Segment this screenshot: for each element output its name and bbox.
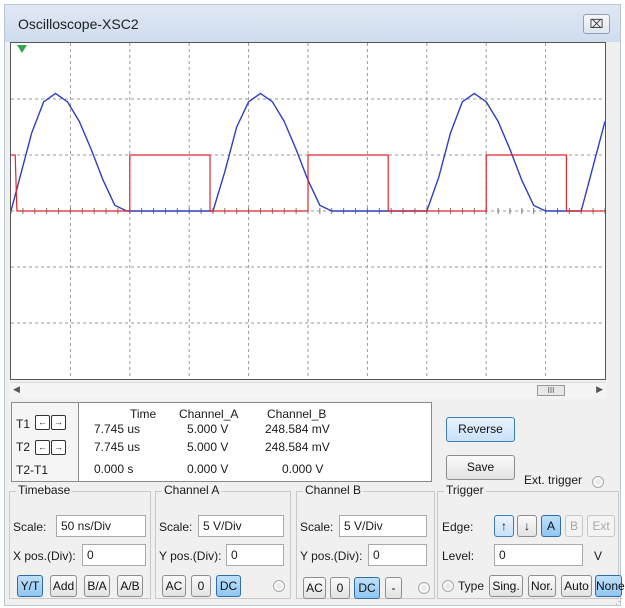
channel-b-zero-button[interactable]: 0: [330, 577, 350, 599]
timebase-scale-field[interactable]: 50 ns/Div: [56, 515, 146, 537]
time-header: Time: [130, 407, 157, 421]
channel-a-trace: [10, 92, 606, 212]
type-auto-button[interactable]: Auto: [561, 575, 592, 597]
falling-edge-button[interactable]: ↓: [517, 515, 537, 537]
channel-b-header: Channel_B: [267, 407, 327, 421]
channel-b-ypos-field[interactable]: 0: [368, 544, 427, 566]
title-bar: Oscilloscope-XSC2 ⌧: [5, 5, 620, 42]
t1-time: 7.745 us: [94, 422, 141, 436]
horizontal-scrollbar[interactable]: ◀ III ▶: [10, 382, 606, 398]
trigger-group: Trigger: [437, 483, 619, 599]
t2-label: T2: [16, 440, 31, 454]
mode-ba-button[interactable]: B/A: [84, 575, 110, 597]
t2-channel-a: 5.000 V: [187, 440, 229, 454]
rising-edge-button[interactable]: ↑: [494, 515, 514, 537]
channel-b-radio[interactable]: [418, 582, 430, 594]
type-none-button[interactable]: None: [595, 575, 625, 597]
channel-a-ac-button[interactable]: AC: [162, 575, 186, 597]
channel-b-scale-field[interactable]: 5 V/Div: [339, 515, 427, 537]
t1-left-button[interactable]: ←: [35, 415, 50, 430]
channel-b-title: Channel B: [303, 483, 364, 497]
cursor-labels: T1 ← → T2 ← → T2-T1: [12, 403, 79, 481]
oscilloscope-screen: [10, 42, 606, 380]
timebase-scale-label: Scale:: [13, 520, 47, 534]
save-button[interactable]: Save: [446, 455, 515, 480]
channel-a-dc-button[interactable]: DC: [216, 575, 241, 597]
channel-a-title: Channel A: [162, 483, 222, 497]
trigger-marker[interactable]: [17, 45, 27, 53]
window-title: Oscilloscope-XSC2: [18, 16, 139, 32]
channel-a-ypos-field[interactable]: 0: [226, 544, 284, 566]
channel-a-header: Channel_A: [179, 407, 239, 421]
mode-ab-button[interactable]: A/B: [117, 575, 143, 597]
channel-a-scale-field[interactable]: 5 V/Div: [198, 515, 284, 537]
trigger-type-radio[interactable]: [442, 580, 454, 592]
channel-b-ac-button[interactable]: AC: [303, 577, 326, 599]
t2-right-button[interactable]: →: [51, 440, 66, 455]
trigger-source-a-button[interactable]: A: [541, 515, 561, 537]
type-normal-button[interactable]: Nor.: [528, 575, 556, 597]
t2-channel-b: 248.584 mV: [265, 440, 330, 454]
t1-label: T1: [16, 417, 31, 431]
level-unit: V: [594, 549, 603, 563]
resize-grip[interactable]: ⋰: [615, 597, 623, 606]
channel-a-zero-button[interactable]: 0: [191, 575, 211, 597]
x-pos-label: X pos.(Div):: [13, 549, 76, 563]
scroll-right-arrow[interactable]: ▶: [596, 384, 603, 394]
t2-t1-label: T2-T1: [16, 463, 49, 477]
channel-a-scale-label: Scale:: [159, 520, 193, 534]
mode-add-button[interactable]: Add: [50, 575, 77, 597]
t2-t1-time: 0.000 s: [94, 462, 134, 476]
channel-b-dc-button[interactable]: DC: [354, 577, 380, 599]
channel-b-invert-button[interactable]: -: [385, 577, 402, 599]
ext-trigger-label: Ext. trigger: [524, 473, 583, 487]
waveform-display: [10, 43, 606, 379]
ext-trigger-radio[interactable]: [592, 476, 604, 488]
trigger-source-b-button[interactable]: B: [565, 515, 583, 537]
t1-channel-a: 5.000 V: [187, 422, 229, 436]
type-label: Type: [458, 579, 485, 593]
channel-b-group: Channel B: [296, 483, 435, 599]
edge-label: Edge:: [442, 520, 474, 534]
type-single-button[interactable]: Sing.: [489, 575, 523, 597]
close-button[interactable]: ⌧: [583, 14, 610, 34]
t1-channel-b: 248.584 mV: [265, 422, 330, 436]
waveform-traces: [10, 92, 606, 212]
channel-b-trace: [11, 154, 605, 212]
t2-t1-channel-b: 0.000 V: [282, 462, 324, 476]
scroll-thumb[interactable]: III: [537, 385, 565, 396]
trigger-source-ext-button[interactable]: Ext: [587, 515, 615, 537]
level-label: Level:: [442, 549, 475, 563]
t1-right-button[interactable]: →: [51, 415, 66, 430]
channel-b-ypos-label: Y pos.(Div):: [300, 549, 363, 563]
t2-t1-channel-a: 0.000 V: [187, 462, 229, 476]
channel-a-ypos-label: Y pos.(Div):: [159, 549, 222, 563]
timebase-group: Timebase: [9, 483, 151, 599]
channel-a-radio[interactable]: [273, 580, 285, 592]
level-field[interactable]: 0: [494, 544, 583, 566]
reverse-button[interactable]: Reverse: [446, 417, 515, 442]
x-pos-field[interactable]: 0: [82, 544, 146, 566]
scroll-left-arrow[interactable]: ◀: [13, 384, 20, 394]
channel-a-group: Channel A: [155, 483, 291, 599]
t2-left-button[interactable]: ←: [35, 440, 50, 455]
t2-time: 7.745 us: [94, 440, 141, 454]
cursor-readout: T1 ← → T2 ← → T2-T1 Time Channel_A Channel…: [11, 402, 432, 482]
channel-b-scale-label: Scale:: [300, 520, 334, 534]
timebase-title: Timebase: [16, 483, 73, 497]
trigger-title: Trigger: [444, 483, 486, 497]
mode-yt-button[interactable]: Y/T: [17, 575, 43, 597]
